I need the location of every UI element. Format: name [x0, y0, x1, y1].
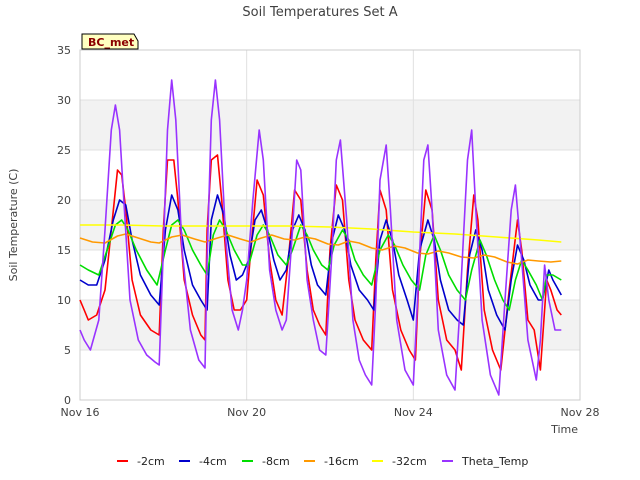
legend-label: -4cm — [199, 455, 227, 468]
y-tick-label: 30 — [57, 94, 71, 107]
series-line--4cm — [79, 194, 562, 331]
legend-label: -32cm — [392, 455, 427, 468]
legend-label: -16cm — [324, 455, 359, 468]
series-line--16cm — [79, 233, 562, 265]
plot-band — [80, 300, 580, 350]
legend-label: -2cm — [137, 455, 165, 468]
x-tick-label: Nov 16 — [61, 406, 100, 419]
x-axis-label: Time — [550, 423, 578, 436]
x-tick-label: Nov 24 — [394, 406, 433, 419]
y-tick-label: 10 — [57, 294, 71, 307]
station-badge: BC_met — [81, 33, 139, 50]
badge-shape — [81, 33, 139, 50]
y-tick-labels: 0 5 10 15 20 25 30 35 — [57, 44, 71, 407]
legend: -2cm -4cm -8cm -16cm -32cm Theta_Temp — [117, 455, 528, 468]
y-axis-label: Soil Temperature (C) — [7, 169, 20, 282]
plot-band — [80, 100, 580, 150]
series-line--32cm — [80, 224, 562, 243]
y-tick-label: 35 — [57, 44, 71, 57]
y-tick-label: 20 — [57, 194, 71, 207]
y-tick-label: 25 — [57, 144, 71, 157]
series-line--8cm — [79, 219, 562, 311]
chart-title: Soil Temperatures Set A — [242, 5, 397, 20]
series-line-theta-temp — [79, 79, 562, 396]
x-tick-label: Nov 28 — [561, 406, 600, 419]
legend-label: -8cm — [262, 455, 290, 468]
y-tick-label: 5 — [64, 344, 71, 357]
x-tick-labels: Nov 16 Nov 20 Nov 24 Nov 28 — [61, 406, 600, 419]
x-tick-label: Nov 20 — [227, 406, 266, 419]
y-tick-label: 15 — [57, 244, 71, 257]
badge-label: BC_met — [88, 36, 134, 49]
series-layer — [79, 79, 562, 396]
y-tick-label: 0 — [64, 394, 71, 407]
plot-bands — [80, 100, 580, 350]
legend-label: Theta_Temp — [461, 455, 528, 468]
